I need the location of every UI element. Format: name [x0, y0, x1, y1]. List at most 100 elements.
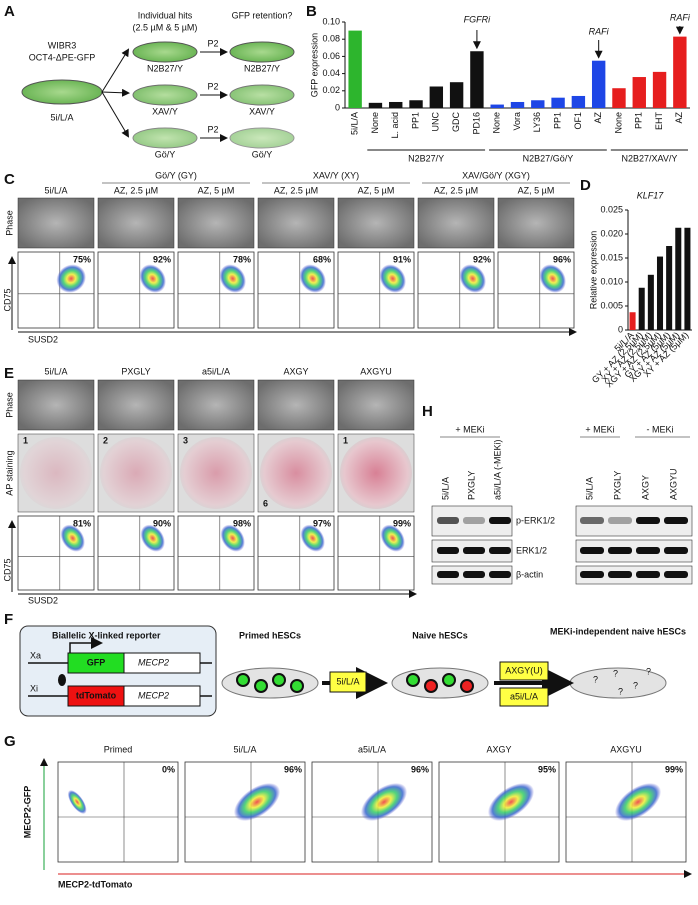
label: XAV/Y: [249, 106, 275, 116]
label: MECP2: [138, 657, 169, 667]
label: MECP2: [138, 690, 169, 700]
cell-cloud: [487, 783, 535, 821]
blot: [575, 565, 693, 585]
image: [337, 197, 415, 249]
cell-cloud: [139, 264, 166, 293]
label: XAV/Gö/Y (XGY): [462, 170, 530, 180]
annotation: RAFi: [670, 12, 691, 22]
bar: [652, 71, 667, 108]
bar: [551, 97, 565, 108]
annotation: FGFRi: [464, 14, 491, 24]
question-mark: ?: [633, 680, 638, 690]
image: [497, 197, 575, 249]
dish: [391, 667, 489, 699]
flow-plot: [257, 515, 335, 591]
band: [636, 571, 660, 578]
label: AZ, 2.5 µM: [434, 185, 478, 195]
label: Gö/Y: [252, 149, 273, 159]
label: GFP: [87, 657, 106, 667]
flow-plot: [177, 515, 255, 591]
bar: [673, 36, 687, 109]
x-tick-label: L. acid: [390, 112, 400, 139]
bar: [647, 274, 654, 330]
panel-label: A: [4, 3, 15, 20]
flow-plot: [97, 515, 175, 591]
label: 5i/L/A: [44, 185, 67, 195]
percent: 96%: [553, 254, 571, 264]
image: [17, 379, 95, 431]
y-tick-label: 0.025: [600, 204, 623, 214]
bar: [449, 82, 464, 108]
y-tick-label: 0.020: [600, 228, 623, 238]
cell: [236, 673, 250, 687]
label: AZ, 5 µM: [358, 185, 395, 195]
label: MECP2-tdTomato: [58, 879, 133, 889]
question-mark: ?: [646, 666, 651, 676]
x-tick-label: AZ: [593, 112, 603, 124]
cell: [460, 679, 474, 693]
percent: 0%: [162, 764, 175, 774]
label: AXGYU: [668, 468, 678, 500]
band: [489, 517, 511, 524]
label: Phase: [4, 210, 14, 236]
label: N2B27/Y: [244, 63, 280, 73]
cell-cloud: [539, 264, 566, 293]
blot: [575, 539, 693, 563]
y-tick-label: 0: [335, 102, 340, 112]
image: [177, 379, 255, 431]
band: [580, 571, 604, 578]
label: Gö/Y (GY): [155, 170, 197, 180]
y-axis-label: GFP expression: [309, 33, 319, 97]
x-tick-label: LY36: [532, 112, 542, 132]
label: Biallelic X-linked reporter: [52, 630, 161, 640]
band: [463, 517, 485, 524]
y-tick-label: 0.04: [322, 68, 340, 78]
flow-plot: [17, 515, 95, 591]
x-tick-label: PP1: [552, 112, 562, 129]
label: + MEKi: [455, 424, 484, 434]
well-number: 1: [343, 435, 348, 445]
label: 5i/L/A: [50, 112, 73, 122]
group-label: N2B27/Y: [408, 153, 444, 163]
bar: [656, 256, 664, 330]
cell-cloud: [60, 524, 85, 552]
question-mark: ?: [613, 668, 618, 678]
band: [437, 547, 459, 554]
percent: 90%: [153, 518, 171, 528]
bar: [470, 51, 484, 108]
y-tick-label: 0.08: [322, 34, 340, 44]
label: Phase: [4, 392, 14, 418]
bar: [490, 104, 504, 108]
well-number: 1: [23, 435, 28, 445]
band: [437, 517, 459, 524]
bar: [510, 101, 525, 108]
band: [463, 571, 485, 578]
band: [608, 571, 632, 578]
cell-cloud: [360, 783, 408, 821]
cell-cloud: [219, 264, 246, 293]
label: AZ, 5 µM: [518, 185, 555, 195]
image: [17, 197, 95, 249]
label: 5i/L/A: [440, 477, 450, 500]
cell: [424, 679, 438, 693]
band: [489, 547, 511, 554]
label: AP staining: [4, 450, 14, 495]
band: [636, 517, 660, 524]
label: N2B27/Y: [147, 63, 183, 73]
label: CD75: [2, 288, 12, 311]
label: PXGLY: [466, 471, 476, 500]
label: SUSD2: [28, 334, 58, 344]
label: a5i/L/A: [510, 691, 538, 701]
dish: [221, 667, 319, 699]
bar: [348, 30, 362, 109]
x-tick-label: PD16: [471, 112, 481, 135]
flow-plot: [337, 515, 415, 591]
band: [608, 547, 632, 554]
label: AZ, 5 µM: [198, 185, 235, 195]
xi-marker: [58, 674, 66, 686]
image: [417, 197, 495, 249]
cell-cloud: [299, 264, 326, 293]
label: AZ, 2.5 µM: [114, 185, 158, 195]
cell-cloud: [459, 264, 486, 293]
